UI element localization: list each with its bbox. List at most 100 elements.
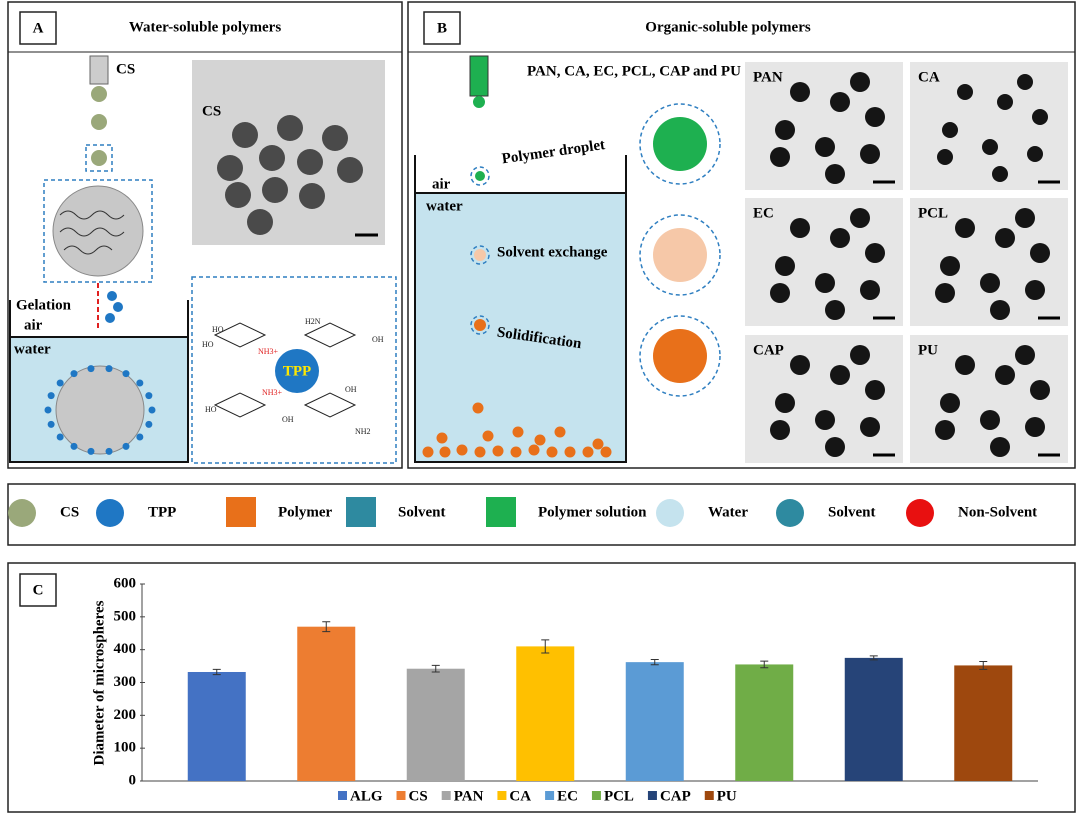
beaker	[414, 155, 627, 463]
microsphere	[815, 137, 835, 157]
air-label: air	[24, 317, 43, 333]
microsphere	[860, 280, 880, 300]
microsphere	[850, 72, 870, 92]
microsphere	[1030, 380, 1050, 400]
microsphere	[937, 149, 953, 165]
microsphere	[990, 300, 1010, 320]
legend-icon	[656, 499, 684, 527]
water	[415, 193, 626, 462]
dynamic-layer: HO HO NH3+ H2N OH NH3+ HO OH OH NH2 PAN CA EC PCL CAP P…	[8, 62, 1068, 804]
legend-swatch	[704, 791, 714, 800]
microsphere	[982, 139, 998, 155]
particle	[512, 426, 524, 438]
tpp-dot	[122, 442, 130, 450]
legend-label: PAN	[454, 788, 484, 804]
panel-b-label-box	[423, 11, 461, 45]
legend-swatch	[441, 791, 451, 800]
y-tick-label: 200	[114, 707, 137, 723]
tpp-dot	[87, 447, 95, 455]
microsphere	[955, 218, 975, 238]
legend-icon	[776, 499, 804, 527]
micrograph	[910, 62, 1068, 190]
tpp-dot	[105, 447, 113, 455]
structure-label: H2N	[305, 317, 321, 326]
legend-label: CS	[409, 788, 428, 804]
needle-label: PAN, CA, EC, PCL, CAP and PU	[527, 63, 741, 79]
zoom-circle	[639, 214, 721, 296]
y-tick-label: 400	[114, 641, 137, 657]
y-tick-label: 0	[129, 772, 137, 788]
legend-label: CAP	[660, 788, 691, 804]
needle	[469, 55, 489, 97]
panel-title: Water-soluble polymers	[129, 19, 282, 35]
legend-frame	[7, 483, 1076, 546]
microsphere	[825, 437, 845, 457]
microsphere	[225, 182, 251, 208]
legend-icon	[906, 499, 934, 527]
legend-label: CS	[60, 504, 79, 520]
particle	[482, 430, 494, 442]
panel-a-label-box	[19, 11, 57, 45]
bar	[516, 646, 575, 781]
panel-b-frame	[407, 1, 1076, 469]
panel-c-frame	[7, 562, 1076, 813]
microsphere	[1027, 146, 1043, 162]
bar	[625, 662, 684, 781]
microsphere	[935, 283, 955, 303]
bar	[735, 664, 794, 781]
microsphere	[995, 365, 1015, 385]
microsphere	[992, 166, 1008, 182]
panel-title: Organic-soluble polymers	[645, 19, 811, 35]
error-bar	[869, 655, 878, 661]
microsphere	[1025, 280, 1045, 300]
tpp-dot	[136, 379, 144, 387]
step-label: Polymer droplet	[501, 137, 606, 167]
particle	[564, 446, 576, 458]
particle	[546, 446, 558, 458]
particle	[582, 446, 594, 458]
microsphere	[1030, 243, 1050, 263]
microsphere	[262, 177, 288, 203]
droplet	[475, 171, 485, 181]
structure-label: NH3+	[262, 388, 283, 397]
tpp-dot	[107, 291, 117, 301]
error-bar	[431, 664, 440, 673]
image-label: PCL	[918, 205, 948, 221]
bead	[91, 114, 107, 130]
microsphere	[775, 393, 795, 413]
bar	[954, 665, 1013, 781]
bead	[91, 150, 107, 166]
droplet	[473, 96, 485, 108]
image-label: PAN	[753, 69, 783, 85]
zoom-ring	[470, 315, 490, 335]
legend-label: EC	[557, 788, 578, 804]
micrograph	[192, 60, 385, 245]
microsphere	[775, 120, 795, 140]
structure-label: HO	[205, 405, 217, 414]
microsphere	[790, 218, 810, 238]
microsphere	[957, 84, 973, 100]
particle	[472, 402, 484, 414]
error-bar	[760, 660, 769, 669]
particle	[528, 444, 540, 456]
microsphere	[995, 228, 1015, 248]
particle	[422, 446, 434, 458]
panel-label: C	[33, 582, 44, 598]
legend-swatch	[591, 791, 601, 800]
microsphere	[790, 82, 810, 102]
legend-label: CA	[509, 788, 531, 804]
tpp-dot	[105, 365, 113, 373]
microsphere	[940, 393, 960, 413]
microsphere	[990, 437, 1010, 457]
legend-label: Solvent	[398, 504, 446, 520]
microsphere	[1025, 417, 1045, 437]
zoom-box	[85, 144, 113, 172]
structure-label: NH2	[355, 427, 371, 436]
image-label: CS	[202, 103, 221, 119]
microsphere	[322, 125, 348, 151]
panel-c-label-box	[19, 573, 57, 607]
microsphere	[337, 157, 363, 183]
y-tick-label: 100	[114, 740, 137, 756]
structure-label: OH	[345, 385, 357, 394]
